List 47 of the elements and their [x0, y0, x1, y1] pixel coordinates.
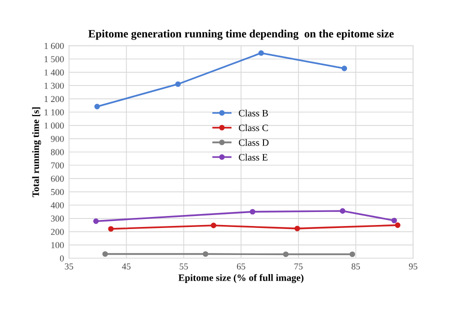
legend-label: Class B	[238, 110, 268, 116]
y-tick-label: 1 300	[44, 82, 64, 89]
x-axis-title: Epitome size (% of full image)	[178, 274, 304, 284]
y-tick-label: 0	[60, 255, 64, 262]
y-tick-label: 400	[50, 202, 64, 208]
point	[210, 222, 216, 228]
y-tick-label: 900	[50, 136, 64, 142]
point	[202, 251, 208, 257]
y-axis-title: Total running time [s]	[32, 107, 42, 198]
y-tick-label: 500	[51, 188, 64, 196]
point	[294, 226, 300, 232]
point	[108, 226, 114, 232]
y-tick-label: 300	[51, 216, 64, 222]
x-tick-label: 55	[180, 263, 188, 270]
point	[394, 222, 400, 228]
y-tick-label: 1 200	[44, 96, 64, 102]
point	[93, 218, 99, 224]
y-tick-label: 1 100	[44, 109, 64, 116]
point	[102, 251, 108, 257]
legend-label: Class E	[238, 154, 268, 161]
x-tick-label: 75	[294, 263, 303, 270]
chart-title: Epitome generation running time depending on the epitome size	[88, 30, 394, 40]
legend-label: Class C	[238, 124, 268, 132]
point	[94, 104, 100, 110]
point	[350, 251, 356, 258]
y-tick-label: 1 600	[44, 42, 64, 49]
point	[391, 218, 397, 224]
x-tick-label: 35	[64, 263, 74, 270]
x-tick-label: 45	[122, 263, 131, 270]
point	[340, 208, 346, 214]
y-tick-label: 700	[51, 162, 64, 168]
point	[283, 251, 289, 258]
point	[250, 208, 256, 215]
y-tick-label: 100	[51, 242, 64, 248]
x-tick-label: 85	[352, 263, 360, 270]
y-tick-label: 1 400	[44, 69, 64, 76]
y-tick-label: 200	[51, 228, 64, 235]
point	[258, 50, 264, 56]
point	[175, 81, 181, 87]
y-tick-label: 1 500	[44, 56, 64, 62]
y-tick-label: 1 000	[44, 122, 64, 129]
y-tick-label: 600	[50, 176, 64, 182]
point	[342, 66, 348, 72]
x-tick-label: 95	[408, 263, 418, 270]
legend-label: Class D	[238, 139, 269, 146]
x-tick-label: 65	[236, 263, 246, 270]
y-tick-label: 800	[50, 149, 64, 156]
